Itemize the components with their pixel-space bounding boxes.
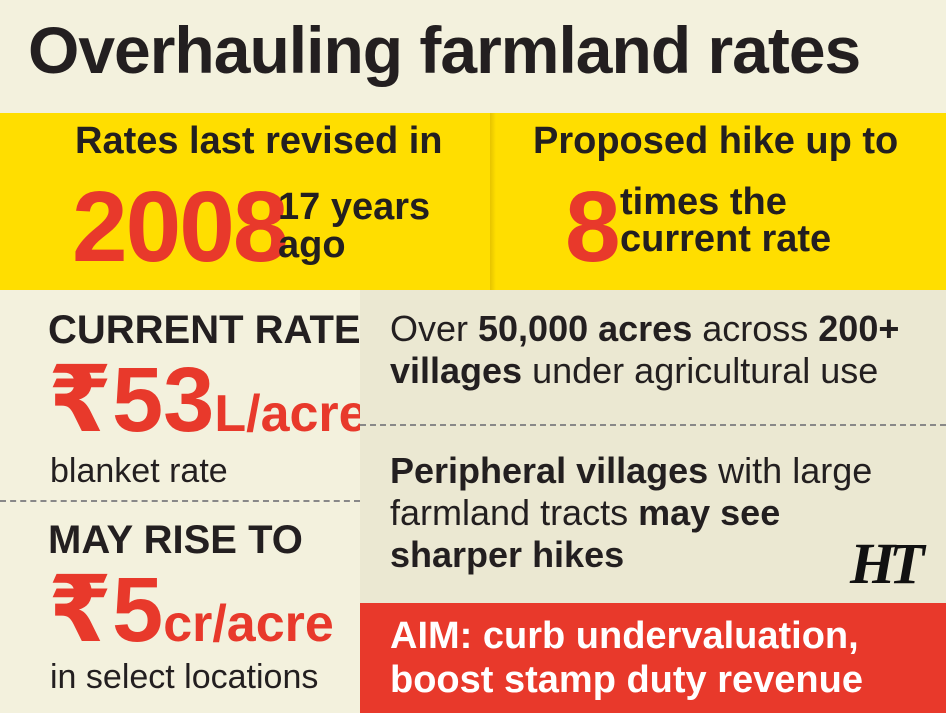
- current-rate-amount: ₹53: [48, 349, 215, 451]
- band-divider: [490, 113, 496, 290]
- hike-label: Proposed hike up to: [533, 120, 899, 162]
- fact1-acres: 50,000 acres: [478, 308, 693, 349]
- facts-panel: [360, 290, 946, 603]
- may-rise-unit: cr/acre: [163, 595, 334, 653]
- aim-line-2: boost stamp duty revenue: [390, 658, 863, 701]
- may-rise-caption: in select locations: [50, 658, 319, 696]
- left-divider: [0, 500, 360, 502]
- fact1-text-2: across: [692, 308, 819, 349]
- ht-logo: HT: [850, 531, 925, 596]
- current-rate-unit: L/acre: [214, 385, 368, 443]
- hike-note-line1: times the: [620, 181, 787, 223]
- highlight-band: [0, 113, 946, 290]
- revised-year: 2008: [72, 171, 288, 283]
- fact1-text-1: Over: [390, 308, 479, 349]
- current-rate-caption: blanket rate: [50, 452, 228, 490]
- years-ago-line1: 17 years: [278, 186, 431, 228]
- hike-note-line2: current rate: [620, 218, 832, 260]
- aim-line-1: AIM: curb undervaluation,: [390, 615, 859, 657]
- may-rise-value: ₹5cr/acre: [48, 556, 334, 663]
- fact2-hikes: may see sharper hikes: [390, 492, 781, 576]
- may-rise-heading: MAY RISE TO: [48, 518, 303, 562]
- periphery-fact: Peripheral villages with large farmland …: [390, 450, 900, 576]
- acreage-fact: Over 50,000 acres across 200+ villages u…: [390, 308, 920, 392]
- may-rise-amount: ₹5: [48, 559, 164, 661]
- years-ago-line2: ago: [278, 224, 346, 266]
- current-rate-heading: CURRENT RATE: [48, 308, 361, 352]
- revised-label: Rates last revised in: [75, 120, 443, 162]
- aim-text: AIM: curb undervaluation, boost stamp du…: [390, 615, 863, 702]
- right-divider: [360, 424, 946, 426]
- fact2-villages: Peripheral villages: [390, 450, 709, 491]
- page-title: Overhauling farmland rates: [28, 13, 861, 87]
- aim-box: AIM: curb undervaluation, boost stamp du…: [360, 603, 946, 713]
- fact1-text-3: under agricultural use: [522, 350, 879, 392]
- current-rate-value: ₹53L/acre: [48, 346, 368, 453]
- fact2-text: with large farmland tracts: [390, 450, 873, 534]
- hike-multiplier: 8: [565, 171, 621, 283]
- fact1-villages: 200+ villages: [390, 308, 900, 392]
